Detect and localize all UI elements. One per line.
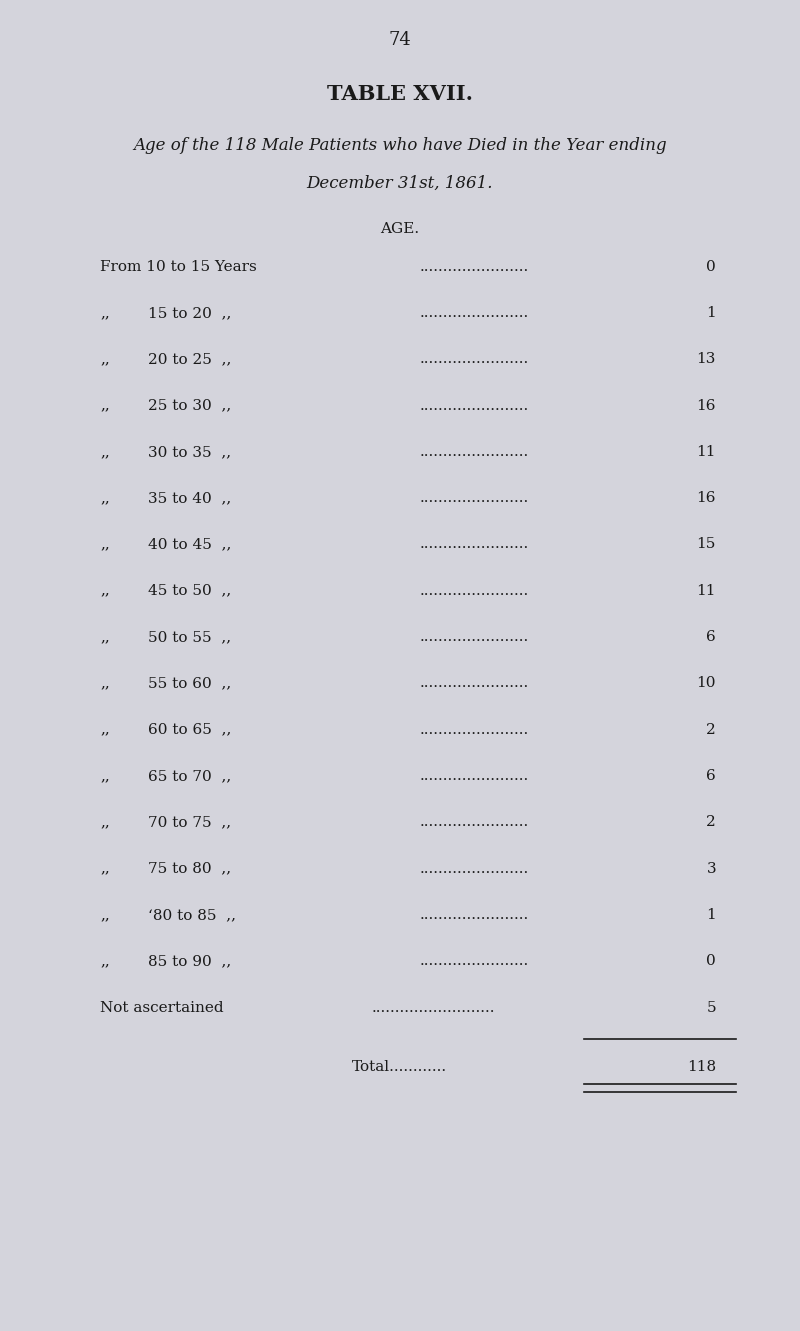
Text: 25 to 30  ,,: 25 to 30 ,, (148, 398, 231, 413)
Text: .......................: ....................... (420, 769, 530, 783)
Text: 60 to 65  ,,: 60 to 65 ,, (148, 723, 231, 737)
Text: .......................: ....................... (420, 723, 530, 737)
Text: ,,: ,, (100, 353, 110, 366)
Text: ‘80 to 85  ,,: ‘80 to 85 ,, (148, 908, 236, 922)
Text: ,,: ,, (100, 908, 110, 922)
Text: .......................: ....................... (420, 538, 530, 551)
Text: 5: 5 (706, 1001, 716, 1014)
Text: .......................: ....................... (420, 398, 530, 413)
Text: 45 to 50  ,,: 45 to 50 ,, (148, 584, 231, 598)
Text: Total............: Total............ (352, 1061, 447, 1074)
Text: .......................: ....................... (420, 306, 530, 319)
Text: From 10 to 15 Years: From 10 to 15 Years (100, 260, 257, 274)
Text: ,,: ,, (100, 769, 110, 783)
Text: ,,: ,, (100, 306, 110, 319)
Text: ,,: ,, (100, 861, 110, 876)
Text: ,,: ,, (100, 445, 110, 459)
Text: 6: 6 (706, 769, 716, 783)
Text: 16: 16 (697, 491, 716, 506)
Text: 70 to 75  ,,: 70 to 75 ,, (148, 816, 231, 829)
Text: 55 to 60  ,,: 55 to 60 ,, (148, 676, 231, 691)
Text: .......................: ....................... (420, 260, 530, 274)
Text: 75 to 80  ,,: 75 to 80 ,, (148, 861, 231, 876)
Text: ,,: ,, (100, 723, 110, 737)
Text: ,,: ,, (100, 816, 110, 829)
Text: 74: 74 (389, 31, 411, 49)
Text: 1: 1 (706, 306, 716, 319)
Text: .......................: ....................... (420, 353, 530, 366)
Text: 50 to 55  ,,: 50 to 55 ,, (148, 630, 231, 644)
Text: .......................: ....................... (420, 630, 530, 644)
Text: 15 to 20  ,,: 15 to 20 ,, (148, 306, 231, 319)
Text: .......................: ....................... (420, 816, 530, 829)
Text: ,,: ,, (100, 676, 110, 691)
Text: ,,: ,, (100, 538, 110, 551)
Text: .......................: ....................... (420, 445, 530, 459)
Text: 30 to 35  ,,: 30 to 35 ,, (148, 445, 231, 459)
Text: 2: 2 (706, 816, 716, 829)
Text: 13: 13 (697, 353, 716, 366)
Text: 65 to 70  ,,: 65 to 70 ,, (148, 769, 231, 783)
Text: TABLE XVII.: TABLE XVII. (327, 84, 473, 104)
Text: .......................: ....................... (420, 908, 530, 922)
Text: ,,: ,, (100, 954, 110, 969)
Text: 10: 10 (697, 676, 716, 691)
Text: 11: 11 (697, 445, 716, 459)
Text: 35 to 40  ,,: 35 to 40 ,, (148, 491, 231, 506)
Text: 6: 6 (706, 630, 716, 644)
Text: ,,: ,, (100, 398, 110, 413)
Text: .......................: ....................... (420, 954, 530, 969)
Text: 40 to 45  ,,: 40 to 45 ,, (148, 538, 231, 551)
Text: ..........................: .......................... (372, 1001, 495, 1014)
Text: 15: 15 (697, 538, 716, 551)
Text: .......................: ....................... (420, 491, 530, 506)
Text: .......................: ....................... (420, 584, 530, 598)
Text: 85 to 90  ,,: 85 to 90 ,, (148, 954, 231, 969)
Text: 0: 0 (706, 954, 716, 969)
Text: 20 to 25  ,,: 20 to 25 ,, (148, 353, 231, 366)
Text: AGE.: AGE. (381, 222, 419, 237)
Text: ,,: ,, (100, 630, 110, 644)
Text: ,,: ,, (100, 584, 110, 598)
Text: December 31st, 1861.: December 31st, 1861. (306, 174, 494, 192)
Text: Age of the 118 Male Patients who have Died in the Year ending: Age of the 118 Male Patients who have Di… (133, 137, 667, 154)
Text: 2: 2 (706, 723, 716, 737)
Text: 118: 118 (687, 1061, 716, 1074)
Text: .......................: ....................... (420, 676, 530, 691)
Text: Not ascertained: Not ascertained (100, 1001, 224, 1014)
Text: 11: 11 (697, 584, 716, 598)
Text: 0: 0 (706, 260, 716, 274)
Text: 16: 16 (697, 398, 716, 413)
Text: 1: 1 (706, 908, 716, 922)
Text: .......................: ....................... (420, 861, 530, 876)
Text: 3: 3 (706, 861, 716, 876)
Text: ,,: ,, (100, 491, 110, 506)
